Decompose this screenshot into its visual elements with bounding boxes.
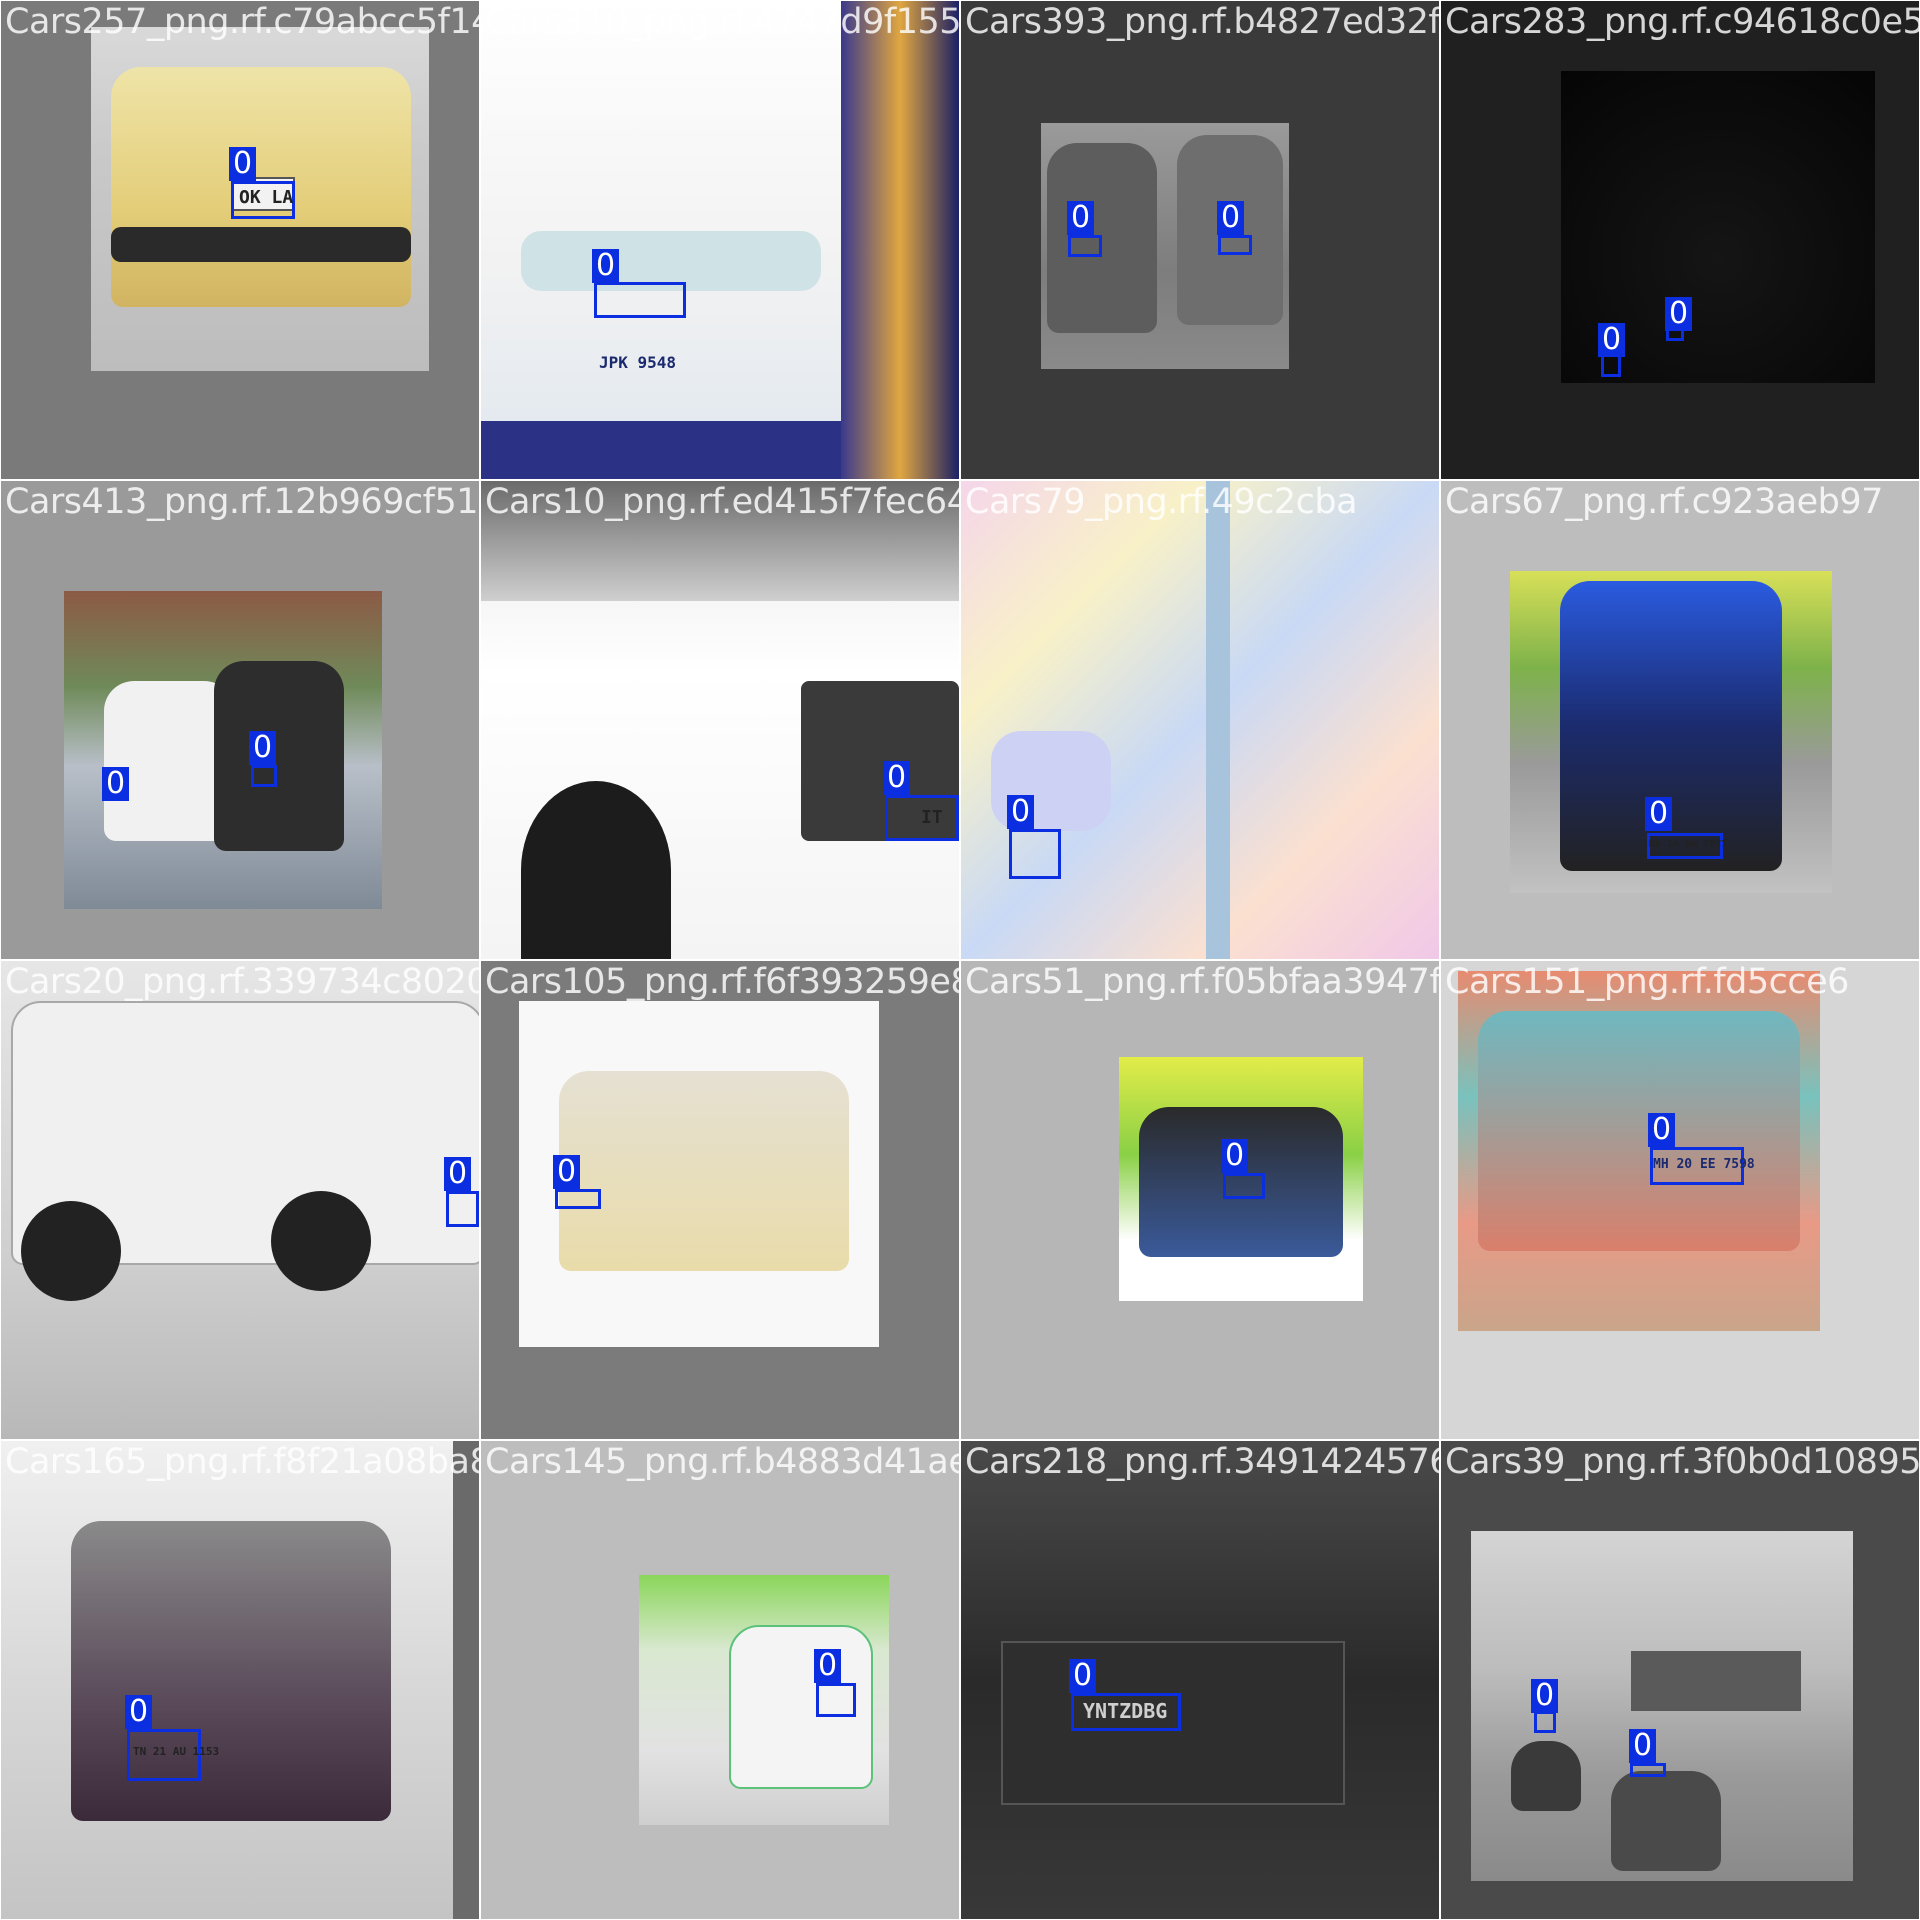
tile-2: 0 JPK 9548 Cars310_png.rf.4747d9f155839 <box>481 1 959 479</box>
plate-text: MH 20 EE 7598 <box>1653 1157 1755 1172</box>
plate-text: YNTZDBG <box>1083 1699 1168 1723</box>
car-photo <box>961 481 1439 959</box>
class-label: 0 <box>883 761 911 795</box>
tile-11: 0 Cars51_png.rf.f05bfaa3947f8d <box>961 961 1439 1439</box>
tile-caption: Cars39_png.rf.3f0b0d108952 <box>1445 1442 1919 1482</box>
car-photo <box>961 1441 1439 1919</box>
tile-12: 0 MH 20 EE 7598 Cars151_png.rf.fd5cce6 <box>1441 961 1919 1439</box>
class-label: 0 <box>102 767 130 801</box>
class-label: 0 <box>1598 323 1626 357</box>
car-photo <box>481 481 959 959</box>
class-label: 0 <box>1629 1729 1657 1763</box>
car-photo <box>639 1575 889 1825</box>
tile-caption: Cars67_png.rf.c923aeb97 <box>1445 482 1883 522</box>
tile-4: 0 0 Cars283_png.rf.c94618c0e53 <box>1441 1 1919 479</box>
plate-text: IT <box>921 807 943 828</box>
tile-caption: Cars218_png.rf.3491424576409 <box>965 1442 1439 1482</box>
class-label: 0 <box>1648 1113 1676 1147</box>
tile-10: 0 Cars105_png.rf.f6f393259e87729f <box>481 961 959 1439</box>
tile-1: 0 OK LA Cars257_png.rf.c79abcc5f1438e8e3… <box>1 1 479 479</box>
tile-caption: Cars310_png.rf.4747d9f155839 <box>485 2 959 42</box>
plate-text: OK LA <box>239 187 294 208</box>
class-label: 0 <box>1221 1139 1249 1173</box>
car-photo <box>519 1001 879 1347</box>
tile-16: 0 0 Cars39_png.rf.3f0b0d108952 <box>1441 1441 1919 1919</box>
tile-caption: Cars283_png.rf.c94618c0e53 <box>1445 2 1919 42</box>
tile-6: 0 IT Cars10_png.rf.ed415f7fec64dbe <box>481 481 959 959</box>
tile-caption: Cars165_png.rf.f8f21a08ba8 <box>5 1442 479 1482</box>
tile-caption: Cars393_png.rf.b4827ed32f37392 <box>965 2 1439 42</box>
class-label: 0 <box>814 1649 842 1683</box>
class-label: 0 <box>1069 1659 1097 1693</box>
tile-13: 0 TN 21 AU 1153 Cars165_png.rf.f8f21a08b… <box>1 1441 479 1919</box>
tile-caption: Cars51_png.rf.f05bfaa3947f8d <box>965 962 1439 1002</box>
car-photo <box>1458 971 1820 1331</box>
class-label: 0 <box>1007 795 1035 829</box>
car-photo <box>64 591 382 909</box>
class-label: 0 <box>1217 201 1245 235</box>
tile-caption: Cars413_png.rf.12b969cf5139a781654 <box>5 482 479 522</box>
tile-5: 0 0 Cars413_png.rf.12b969cf5139a781654 <box>1 481 479 959</box>
tile-caption: Cars10_png.rf.ed415f7fec64dbe <box>485 482 959 522</box>
class-label: 0 <box>229 147 257 181</box>
tile-caption: Cars20_png.rf.339734c80200fa2107 <box>5 962 479 1002</box>
plate-text: MH 14 BN 7077 <box>1649 839 1728 850</box>
car-photo <box>1471 1531 1853 1881</box>
plate-text: JPK 9548 <box>599 353 677 372</box>
class-label: 0 <box>1645 797 1673 831</box>
plate-text: TN 21 AU 1153 <box>133 1745 220 1758</box>
tile-caption: Cars105_png.rf.f6f393259e87729f <box>485 962 959 1002</box>
tile-15: 0 YNTZDBG Cars218_png.rf.3491424576409 <box>961 1441 1439 1919</box>
class-label: 0 <box>1665 297 1693 331</box>
car-photo <box>91 27 429 371</box>
class-label: 0 <box>444 1157 472 1191</box>
class-label: 0 <box>249 731 277 765</box>
tile-caption: Cars145_png.rf.b4883d41ae58 <box>485 1442 959 1482</box>
tile-8: 0 MH 14 BN 7077 Cars67_png.rf.c923aeb97 <box>1441 481 1919 959</box>
class-label: 0 <box>125 1695 153 1729</box>
class-label: 0 <box>1067 201 1095 235</box>
tile-3: 0 0 Cars393_png.rf.b4827ed32f37392 <box>961 1 1439 479</box>
class-label: 0 <box>1531 1679 1559 1713</box>
car-photo <box>1041 123 1289 369</box>
tile-9: 0 Cars20_png.rf.339734c80200fa2107 <box>1 961 479 1439</box>
car-photo <box>1119 1057 1363 1301</box>
tile-caption: Cars151_png.rf.fd5cce6 <box>1445 962 1849 1002</box>
class-label: 0 <box>553 1155 581 1189</box>
car-photo <box>1 961 479 1439</box>
tile-caption: Cars79_png.rf.49c2cba <box>965 482 1358 522</box>
car-photo <box>1 1441 453 1919</box>
tile-caption: Cars257_png.rf.c79abcc5f1438e8e30 <box>5 2 479 42</box>
tile-7: 0 Cars79_png.rf.49c2cba <box>961 481 1439 959</box>
class-label: 0 <box>592 249 620 283</box>
tile-14: 0 Cars145_png.rf.b4883d41ae58 <box>481 1441 959 1919</box>
car-photo <box>481 1 959 479</box>
